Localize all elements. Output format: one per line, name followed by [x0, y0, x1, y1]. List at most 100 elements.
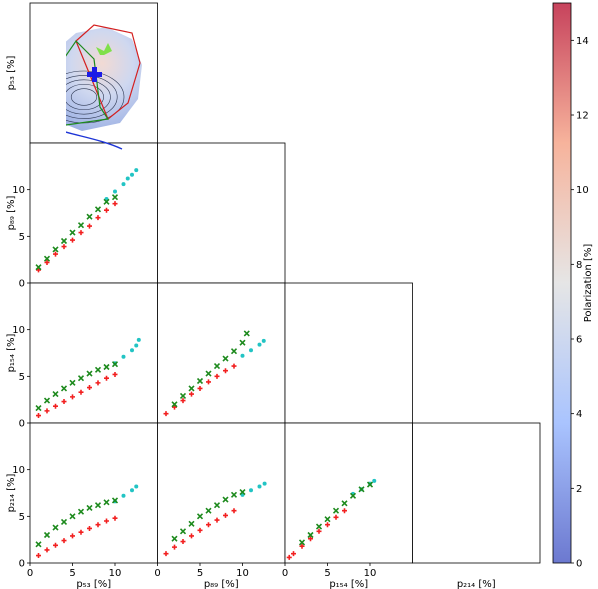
- point-red: [44, 259, 50, 265]
- point-green: [171, 535, 178, 542]
- map-contour: [70, 88, 98, 106]
- colorbar: 0 2 4 6 8 10 12 14 Polarization [%]: [552, 2, 594, 570]
- point-green: [179, 528, 187, 535]
- panel-frame: [157, 422, 286, 564]
- point-red: [112, 371, 118, 377]
- colorbar-gradient: [552, 2, 572, 564]
- point-green: [213, 502, 221, 509]
- point-green: [243, 330, 250, 337]
- point-red: [78, 230, 84, 236]
- point-green: [86, 213, 93, 220]
- y-axis-label-p214: p₂₁₄ [%]: [6, 473, 17, 512]
- point-green: [52, 391, 59, 398]
- point-green: [239, 339, 246, 346]
- point-green: [315, 523, 323, 530]
- y-tick-label: 5: [19, 372, 25, 383]
- point-red: [61, 538, 67, 544]
- point-red: [325, 522, 330, 528]
- point-cyan: [130, 172, 134, 177]
- point-green: [94, 366, 102, 373]
- point-cyan: [262, 481, 267, 486]
- point-cyan: [121, 493, 126, 498]
- blue-boundary-line: [66, 131, 123, 150]
- y-axis-label-p53: p₅₃ [%]: [6, 55, 17, 90]
- colorbar-tick-label: 10: [576, 185, 589, 196]
- point-red: [104, 207, 109, 213]
- point-green: [332, 507, 340, 514]
- point-red: [112, 515, 118, 521]
- panel-frame: [412, 422, 541, 564]
- point-red: [70, 237, 75, 243]
- map-contour: [66, 79, 111, 115]
- point-green: [111, 194, 119, 201]
- point-green: [222, 496, 229, 503]
- point-green: [111, 361, 119, 368]
- point-green: [205, 507, 212, 514]
- y-tick-label: 5: [19, 512, 25, 523]
- point-green: [52, 524, 59, 531]
- point-cyan: [249, 488, 253, 493]
- x-tick-label: 10: [236, 568, 249, 579]
- point-green: [69, 379, 76, 386]
- x-axis-label-p53: p₅₃ [%]: [76, 579, 111, 589]
- x-tick-label: 10: [364, 568, 377, 579]
- point-green: [43, 397, 51, 404]
- blue-cross-marker: [87, 67, 102, 82]
- point-cyan: [121, 354, 126, 359]
- point-red: [197, 527, 203, 533]
- point-red: [291, 551, 296, 557]
- point-green: [60, 237, 68, 245]
- point-green: [43, 531, 51, 539]
- panel-frame: [29, 142, 158, 284]
- colorbar-tick-label: 0: [576, 559, 582, 570]
- x-tick-label: 0: [27, 568, 33, 579]
- x-tick-label: 10: [109, 568, 122, 579]
- point-green: [103, 198, 110, 205]
- point-cyan: [240, 353, 245, 358]
- point-green: [366, 481, 374, 488]
- point-red: [112, 201, 118, 207]
- point-red: [223, 368, 228, 374]
- green-star-marker: [96, 43, 112, 55]
- point-red: [44, 547, 50, 553]
- point-red: [180, 539, 186, 545]
- point-red: [197, 385, 203, 391]
- map-contour: [66, 83, 104, 111]
- point-green: [341, 500, 348, 507]
- y-tick-label: 0: [19, 419, 25, 430]
- point-red: [53, 542, 58, 548]
- panel-frame: [29, 422, 158, 564]
- polarization-map: [66, 24, 142, 150]
- axis-labels-layer: p₅₃ [%] p₈₉ [%] p₁₅₄ [%] p₂₁₄ [%] p₅₃ [%] p₈₉…: [6, 55, 496, 589]
- point-cyan: [125, 176, 130, 181]
- y-axis-label-p89: p₈₉ [%]: [6, 195, 17, 230]
- colorbar-ticks: 0 2 4 6 8 10 12 14: [571, 36, 589, 570]
- x-tick-label: 5: [324, 568, 330, 579]
- point-red: [104, 375, 109, 381]
- point-green: [35, 264, 42, 271]
- y-tick-label: 5: [19, 232, 25, 243]
- point-cyan: [134, 168, 139, 173]
- map-contour: [66, 75, 118, 119]
- panel-frame: [157, 282, 286, 424]
- point-cyan: [257, 342, 262, 347]
- point-cyan: [257, 484, 262, 489]
- point-green: [230, 491, 238, 498]
- point-green: [35, 405, 42, 412]
- point-green: [230, 348, 238, 355]
- point-red: [286, 554, 292, 560]
- point-red: [231, 363, 237, 369]
- point-green: [94, 502, 102, 509]
- point-red: [172, 544, 177, 550]
- panel-frame: [29, 282, 158, 424]
- point-red: [95, 380, 101, 386]
- colorbar-label: Polarization [%]: [583, 244, 594, 323]
- point-green: [103, 363, 110, 371]
- point-green: [60, 385, 68, 392]
- scatter-points-layer: [35, 168, 377, 560]
- point-green: [222, 355, 229, 362]
- point-red: [36, 267, 41, 273]
- point-green: [239, 489, 246, 496]
- colorbar-tick-label: 14: [576, 36, 589, 47]
- point-green: [205, 370, 212, 377]
